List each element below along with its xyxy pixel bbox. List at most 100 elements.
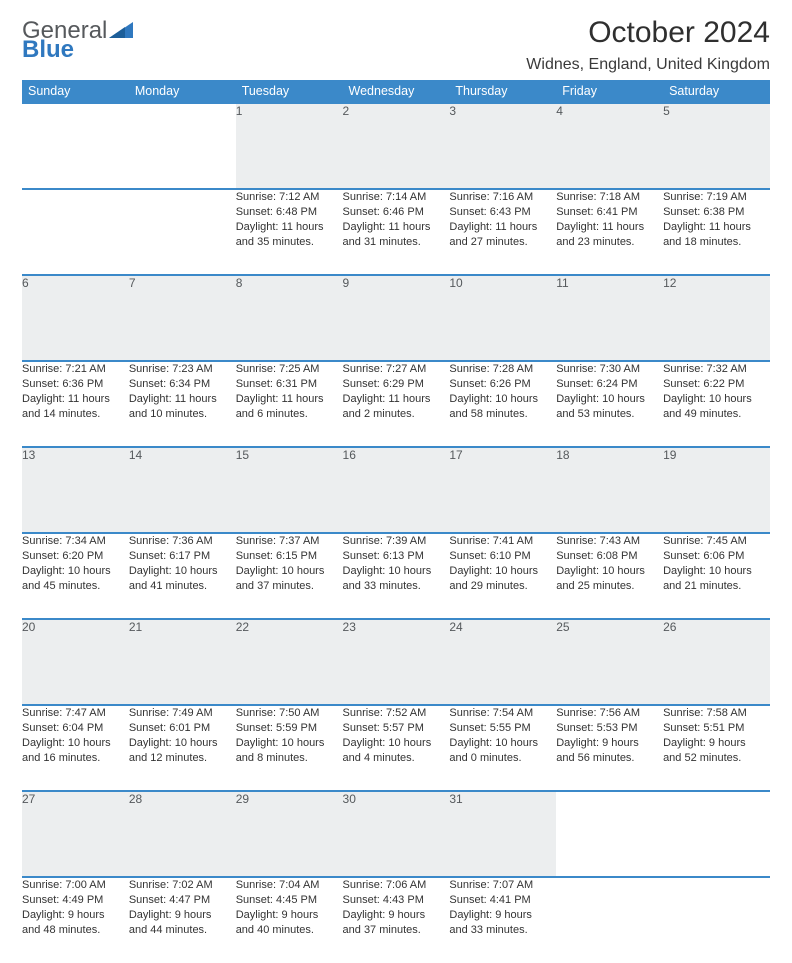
- day-sunset: Sunset: 4:43 PM: [343, 893, 450, 908]
- day-day1: Daylight: 10 hours: [343, 736, 450, 751]
- header-right: October 2024 Widnes, England, United Kin…: [526, 16, 770, 74]
- day-day2: and 52 minutes.: [663, 751, 770, 766]
- day-number: 1: [236, 103, 343, 189]
- day-day1: Daylight: 9 hours: [663, 736, 770, 751]
- day-day2: and 10 minutes.: [129, 407, 236, 422]
- day-sunrise: Sunrise: 7:43 AM: [556, 534, 663, 549]
- day-cell: [129, 189, 236, 275]
- daynum-row: 6789101112: [22, 275, 770, 361]
- day-day2: and 48 minutes.: [22, 923, 129, 938]
- day-day1: Daylight: 10 hours: [449, 392, 556, 407]
- day-sunrise: Sunrise: 7:19 AM: [663, 190, 770, 205]
- day-cell: Sunrise: 7:18 AMSunset: 6:41 PMDaylight:…: [556, 189, 663, 275]
- day-day1: Daylight: 10 hours: [449, 736, 556, 751]
- day-day2: and 40 minutes.: [236, 923, 343, 938]
- day-sunset: Sunset: 6:13 PM: [343, 549, 450, 564]
- day-body-row: Sunrise: 7:47 AMSunset: 6:04 PMDaylight:…: [22, 705, 770, 791]
- day-day1: Daylight: 11 hours: [236, 392, 343, 407]
- day-sunrise: Sunrise: 7:18 AM: [556, 190, 663, 205]
- day-sunset: Sunset: 5:53 PM: [556, 721, 663, 736]
- day-number: 22: [236, 619, 343, 705]
- day-sunset: Sunset: 6:20 PM: [22, 549, 129, 564]
- day-number: 2: [343, 103, 450, 189]
- day-sunset: Sunset: 6:41 PM: [556, 205, 663, 220]
- day-sunset: Sunset: 4:49 PM: [22, 893, 129, 908]
- day-number: 25: [556, 619, 663, 705]
- day-day2: and 37 minutes.: [236, 579, 343, 594]
- day-cell: Sunrise: 7:02 AMSunset: 4:47 PMDaylight:…: [129, 877, 236, 963]
- day-day2: and 12 minutes.: [129, 751, 236, 766]
- col-tuesday: Tuesday: [236, 80, 343, 103]
- day-sunset: Sunset: 6:48 PM: [236, 205, 343, 220]
- day-sunset: Sunset: 4:47 PM: [129, 893, 236, 908]
- logo-triangle-icon: [109, 20, 133, 42]
- day-cell: Sunrise: 7:28 AMSunset: 6:26 PMDaylight:…: [449, 361, 556, 447]
- day-sunrise: Sunrise: 7:45 AM: [663, 534, 770, 549]
- day-day2: and 27 minutes.: [449, 235, 556, 250]
- day-day2: and 23 minutes.: [556, 235, 663, 250]
- day-cell: Sunrise: 7:37 AMSunset: 6:15 PMDaylight:…: [236, 533, 343, 619]
- day-number: 14: [129, 447, 236, 533]
- day-cell: Sunrise: 7:49 AMSunset: 6:01 PMDaylight:…: [129, 705, 236, 791]
- day-sunrise: Sunrise: 7:49 AM: [129, 706, 236, 721]
- day-sunset: Sunset: 6:15 PM: [236, 549, 343, 564]
- day-sunrise: Sunrise: 7:28 AM: [449, 362, 556, 377]
- day-cell: Sunrise: 7:23 AMSunset: 6:34 PMDaylight:…: [129, 361, 236, 447]
- day-sunrise: Sunrise: 7:23 AM: [129, 362, 236, 377]
- day-day1: Daylight: 11 hours: [343, 392, 450, 407]
- day-sunrise: Sunrise: 7:54 AM: [449, 706, 556, 721]
- day-cell: [22, 189, 129, 275]
- day-day1: Daylight: 9 hours: [343, 908, 450, 923]
- logo: General Blue: [22, 16, 133, 62]
- day-day1: Daylight: 10 hours: [663, 392, 770, 407]
- day-number: 9: [343, 275, 450, 361]
- day-day2: and 49 minutes.: [663, 407, 770, 422]
- day-day1: Daylight: 9 hours: [556, 736, 663, 751]
- day-day1: Daylight: 10 hours: [129, 564, 236, 579]
- day-cell: Sunrise: 7:54 AMSunset: 5:55 PMDaylight:…: [449, 705, 556, 791]
- day-number: [129, 103, 236, 189]
- calendar-page: General Blue October 2024 Widnes, Englan…: [0, 0, 792, 612]
- logo-text: General Blue: [22, 18, 107, 62]
- day-number: 24: [449, 619, 556, 705]
- day-number: 6: [22, 275, 129, 361]
- day-sunrise: Sunrise: 7:30 AM: [556, 362, 663, 377]
- day-day2: and 21 minutes.: [663, 579, 770, 594]
- day-cell: Sunrise: 7:14 AMSunset: 6:46 PMDaylight:…: [343, 189, 450, 275]
- day-sunset: Sunset: 6:01 PM: [129, 721, 236, 736]
- day-cell: Sunrise: 7:39 AMSunset: 6:13 PMDaylight:…: [343, 533, 450, 619]
- day-sunrise: Sunrise: 7:50 AM: [236, 706, 343, 721]
- day-body-row: Sunrise: 7:34 AMSunset: 6:20 PMDaylight:…: [22, 533, 770, 619]
- day-number: 28: [129, 791, 236, 877]
- day-day1: Daylight: 9 hours: [449, 908, 556, 923]
- day-day2: and 0 minutes.: [449, 751, 556, 766]
- day-number: 13: [22, 447, 129, 533]
- day-sunset: Sunset: 6:10 PM: [449, 549, 556, 564]
- day-day1: Daylight: 10 hours: [129, 736, 236, 751]
- day-number: 30: [343, 791, 450, 877]
- day-sunrise: Sunrise: 7:36 AM: [129, 534, 236, 549]
- day-day2: and 35 minutes.: [236, 235, 343, 250]
- day-cell: Sunrise: 7:12 AMSunset: 6:48 PMDaylight:…: [236, 189, 343, 275]
- day-sunset: Sunset: 6:17 PM: [129, 549, 236, 564]
- day-cell: Sunrise: 7:34 AMSunset: 6:20 PMDaylight:…: [22, 533, 129, 619]
- day-sunrise: Sunrise: 7:56 AM: [556, 706, 663, 721]
- day-number: 12: [663, 275, 770, 361]
- day-sunrise: Sunrise: 7:21 AM: [22, 362, 129, 377]
- day-number: [22, 103, 129, 189]
- daynum-row: 13141516171819: [22, 447, 770, 533]
- day-sunrise: Sunrise: 7:37 AM: [236, 534, 343, 549]
- day-number: 18: [556, 447, 663, 533]
- daynum-row: 2728293031: [22, 791, 770, 877]
- day-day1: Daylight: 11 hours: [449, 220, 556, 235]
- day-day2: and 31 minutes.: [343, 235, 450, 250]
- day-sunrise: Sunrise: 7:34 AM: [22, 534, 129, 549]
- day-number: [663, 791, 770, 877]
- day-cell: Sunrise: 7:50 AMSunset: 5:59 PMDaylight:…: [236, 705, 343, 791]
- day-sunset: Sunset: 6:06 PM: [663, 549, 770, 564]
- day-sunset: Sunset: 6:31 PM: [236, 377, 343, 392]
- day-number: 27: [22, 791, 129, 877]
- day-sunset: Sunset: 6:38 PM: [663, 205, 770, 220]
- day-cell: Sunrise: 7:41 AMSunset: 6:10 PMDaylight:…: [449, 533, 556, 619]
- day-cell: Sunrise: 7:58 AMSunset: 5:51 PMDaylight:…: [663, 705, 770, 791]
